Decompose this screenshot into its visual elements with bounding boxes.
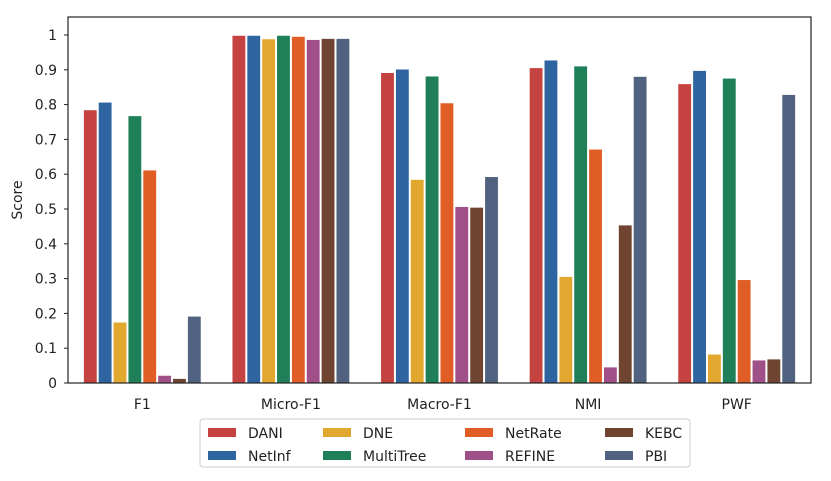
bar-multitree-micro-f1 <box>276 34 291 384</box>
bar-pbi-macro-f1 <box>484 176 499 384</box>
bar-dani-nmi <box>528 67 544 384</box>
legend-label-netrate: NetRate <box>505 426 562 442</box>
legend-swatch-dani <box>208 428 236 437</box>
plot-frame <box>67 16 812 384</box>
legend-label-dani: DANI <box>248 426 283 442</box>
bar-dne-macro-f1 <box>409 179 425 384</box>
bar-refine-f1 <box>157 374 172 384</box>
bar-kebc-f1 <box>172 378 187 384</box>
legend-label-dne: DNE <box>363 426 393 442</box>
bar-netinf-macro-f1 <box>395 68 410 384</box>
bar-kebc-micro-f1 <box>320 38 336 384</box>
bar-netrate-micro-f1 <box>291 35 306 384</box>
bar-dne-pwf <box>707 353 722 384</box>
y-tick-label: 0.2 <box>35 306 57 322</box>
bar-dani-macro-f1 <box>380 72 395 384</box>
x-axis: F1 Micro-F1 Macro-F1 NMI PWF <box>134 397 752 413</box>
legend-label-kebc: KEBC <box>645 426 682 442</box>
bar-multitree-pwf <box>722 77 737 384</box>
bar-dne-nmi <box>558 276 574 384</box>
legend-frame <box>199 418 691 468</box>
bar-netrate-macro-f1 <box>439 102 455 384</box>
legend-swatch-netrate <box>465 428 493 437</box>
bar-dani-micro-f1 <box>231 34 247 384</box>
bars-layer <box>83 34 796 384</box>
bar-dne-micro-f1 <box>261 38 276 384</box>
bar-pbi-nmi <box>632 76 648 384</box>
x-tick-label: NMI <box>575 397 602 413</box>
x-tick-label: F1 <box>134 397 151 413</box>
legend-label-pbi: PBI <box>645 449 667 465</box>
bar-dani-pwf <box>677 83 692 384</box>
legend-swatch-refine <box>465 451 493 460</box>
y-tick-label: 0.5 <box>35 202 57 218</box>
bar-multitree-f1 <box>127 115 143 384</box>
bar-netinf-nmi <box>543 59 559 384</box>
y-tick-label: 0.1 <box>35 341 57 357</box>
bar-netinf-f1 <box>97 101 113 384</box>
y-tick-label: 0.8 <box>35 98 57 114</box>
y-tick-label: 0.9 <box>35 63 57 79</box>
bar-multitree-nmi <box>573 65 588 384</box>
bar-netrate-pwf <box>736 279 752 384</box>
bar-netrate-f1 <box>142 169 157 384</box>
legend: DANI NetInf DNE MultiTree NetRate REFINE KEBC P… <box>199 418 691 468</box>
bar-refine-pwf <box>751 359 767 384</box>
legend-swatch-netinf <box>208 451 236 460</box>
x-tick-label: Macro-F1 <box>407 397 472 413</box>
bar-netinf-pwf <box>692 70 707 384</box>
bar-dne-f1 <box>112 321 128 384</box>
bar-dani-f1 <box>83 109 98 384</box>
y-axis-label: Score <box>10 180 26 219</box>
bar-netinf-micro-f1 <box>246 34 261 384</box>
y-tick-label: 0.4 <box>35 237 57 253</box>
bar-refine-nmi <box>603 366 618 384</box>
y-tick-label: 1 <box>48 28 57 44</box>
x-tick-label: PWF <box>722 397 752 413</box>
y-axis: 0 0.1 0.2 0.3 0.4 0.5 0.6 0.7 0.8 0.9 1 <box>35 28 68 392</box>
legend-label-netinf: NetInf <box>248 449 292 465</box>
y-tick-label: 0 <box>48 376 57 392</box>
y-tick-label: 0.7 <box>35 132 57 148</box>
bar-kebc-pwf <box>766 358 782 384</box>
legend-swatch-multitree <box>323 451 351 460</box>
bar-kebc-macro-f1 <box>469 206 484 384</box>
bar-kebc-nmi <box>618 224 633 384</box>
y-tick-label: 0.6 <box>35 167 57 183</box>
legend-swatch-pbi <box>605 451 633 460</box>
bar-pbi-micro-f1 <box>335 38 351 384</box>
y-tick-label: 0.3 <box>35 272 57 288</box>
x-tick-label: Micro-F1 <box>261 397 321 413</box>
bar-netrate-nmi <box>588 148 603 384</box>
legend-swatch-kebc <box>605 428 633 437</box>
bar-refine-micro-f1 <box>305 39 321 384</box>
bar-pbi-f1 <box>187 315 202 384</box>
legend-swatch-dne <box>323 428 351 437</box>
legend-label-multitree: MultiTree <box>363 449 426 465</box>
bar-multitree-macro-f1 <box>424 75 440 384</box>
legend-label-refine: REFINE <box>505 449 555 465</box>
bar-refine-macro-f1 <box>454 206 470 384</box>
bar-pbi-pwf <box>781 94 796 384</box>
